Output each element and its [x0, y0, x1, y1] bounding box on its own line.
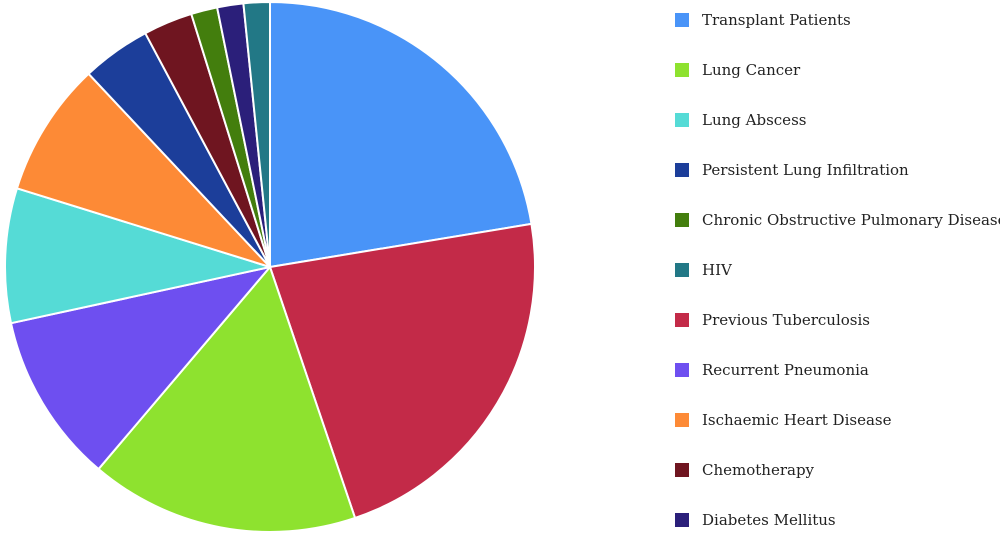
legend-swatch [675, 13, 689, 27]
legend-item: Recurrent Pneumonia [675, 359, 1000, 409]
legend-item: Diabetes Mellitus [675, 509, 1000, 559]
legend-label: Lung Abscess [702, 111, 807, 129]
legend-label: Persistent Lung Infiltration [702, 161, 909, 179]
legend-label: Chemotherapy [702, 461, 815, 479]
pie-slice [4, 187, 271, 325]
legend-label: Recurrent Pneumonia [702, 361, 869, 379]
pie-slice [15, 72, 271, 268]
legend-swatch [675, 113, 689, 127]
legend-label: Chronic Obstructive Pulmonary Disease [702, 211, 1000, 229]
pie-slice [10, 266, 271, 471]
legend-item: Transplant Patients [675, 9, 1000, 59]
legend-swatch [675, 513, 689, 527]
pie-chart [4, 1, 536, 533]
legend-item: Previous Tuberculosis [675, 309, 1000, 359]
legend-item: Chronic Obstructive Pulmonary Disease [675, 209, 1000, 259]
legend-item: Chemotherapy [675, 459, 1000, 509]
legend-item: Lung Abscess [675, 109, 1000, 159]
legend-swatch [675, 463, 689, 477]
legend-item: Lung Cancer [675, 59, 1000, 109]
legend-swatch [675, 263, 689, 277]
legend-label: Diabetes Mellitus [702, 511, 836, 529]
legend-label: Ischaemic Heart Disease [702, 411, 892, 429]
pie-slice [269, 1, 533, 268]
legend-label: HIV [702, 261, 732, 279]
legend-swatch [675, 213, 689, 227]
legend-label: Transplant Patients [702, 11, 851, 29]
legend-swatch [675, 363, 689, 377]
legend-swatch [675, 313, 689, 327]
pie-slice [242, 1, 271, 268]
legend-label: Lung Cancer [702, 61, 801, 79]
legend-swatch [675, 63, 689, 77]
legend-swatch [675, 163, 689, 177]
legend: Transplant Patients Lung Cancer Lung Abs… [675, 9, 1000, 559]
pie-slice [97, 266, 357, 533]
pie-slice [269, 222, 536, 519]
legend-item: HIV [675, 259, 1000, 309]
legend-swatch [675, 413, 689, 427]
legend-item: Ischaemic Heart Disease [675, 409, 1000, 459]
legend-label: Previous Tuberculosis [702, 311, 870, 329]
legend-item: Persistent Lung Infiltration [675, 159, 1000, 209]
